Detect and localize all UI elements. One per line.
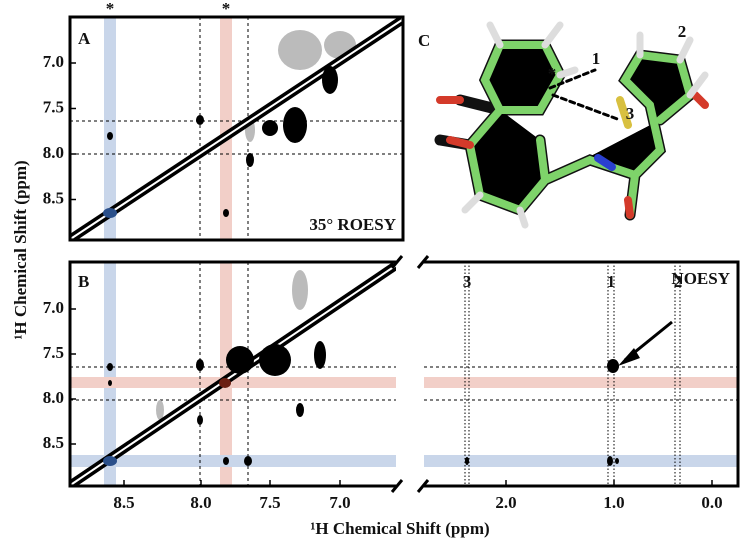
molecule — [434, 21, 709, 229]
atom-label: * — [548, 64, 557, 83]
peak-label: 3 — [463, 272, 472, 291]
panel-label: A — [78, 29, 91, 48]
panel-label: C — [418, 31, 430, 50]
panel-caption: 35° ROESY — [309, 215, 396, 234]
atom-label: 1 — [592, 49, 601, 68]
atom-label: 2 — [678, 22, 687, 41]
y-tick-label: 7.0 — [43, 298, 64, 317]
star: * — [222, 0, 231, 18]
y-tick-label: 8.5 — [43, 433, 64, 452]
y-tick-label: 7.5 — [43, 97, 64, 116]
x-tick-label: 2.0 — [495, 493, 516, 512]
star: * — [106, 0, 115, 18]
peak-label: 2 — [674, 272, 683, 291]
peak-label: 1 — [607, 272, 616, 291]
x-tick-label: 0.0 — [701, 493, 722, 512]
x-tick-label: 8.5 — [113, 493, 134, 512]
x-tick-label: 8.0 — [190, 493, 211, 512]
x-tick-label: 7.0 — [329, 493, 350, 512]
panel-a-spectrum — [70, 17, 403, 240]
panel-label: B — [78, 272, 89, 291]
x-tick-label: 7.5 — [259, 493, 280, 512]
axis-break — [390, 255, 430, 493]
y-tick-label: 8.0 — [43, 143, 64, 162]
y-tick-label: 7.5 — [43, 343, 64, 362]
x-axis-label: ¹H Chemical Shift (ppm) — [310, 519, 489, 538]
atom-label: 3 — [626, 104, 635, 123]
x-tick-label: 1.0 — [603, 493, 624, 512]
y-tick-label: 7.0 — [43, 52, 64, 71]
panel-caption: NOESY — [671, 269, 730, 288]
arrow-head — [618, 348, 640, 366]
y-axis-label: ¹H Chemical Shift (ppm) — [11, 160, 30, 339]
y-tick-label: 8.0 — [43, 388, 64, 407]
panel-a-frame — [68, 15, 405, 242]
y-tick-label: 8.5 — [43, 188, 64, 207]
